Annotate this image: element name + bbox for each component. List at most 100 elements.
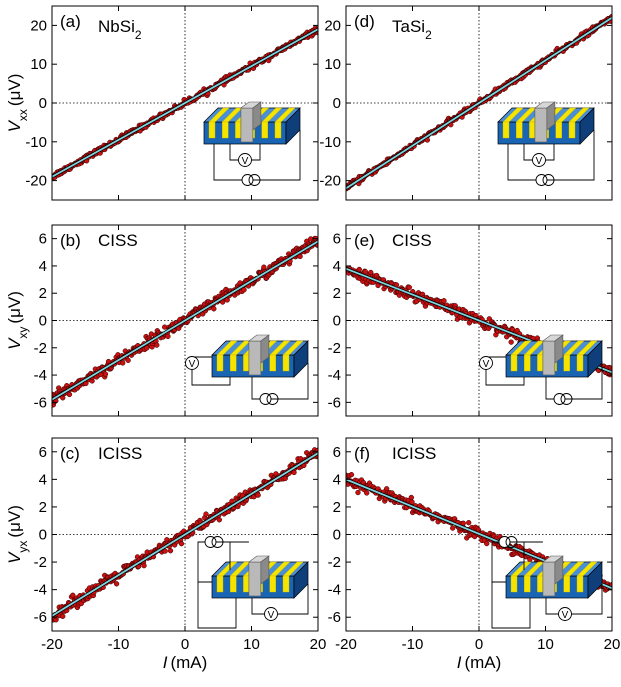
data-points [346, 13, 612, 192]
y-axis-title-unit: (μV) [5, 505, 24, 537]
y-tick-label: 4 [333, 471, 341, 488]
x-axis-title: I (mA) [457, 653, 502, 672]
data-point [406, 284, 412, 291]
y-tick-label: -20 [25, 173, 47, 190]
y-tick-label: 2 [39, 499, 47, 516]
voltmeter-label: V [268, 610, 275, 621]
data-point [255, 492, 261, 498]
data-point [508, 339, 514, 345]
material-label-main: TaSi [392, 17, 425, 36]
material-label: NbSi2 [98, 17, 142, 42]
voltmeter-icon [532, 153, 546, 167]
wire-current [213, 130, 301, 181]
y-axis-title-main: V [5, 551, 24, 564]
current-source-icon [259, 393, 272, 405]
data-point [120, 360, 126, 366]
current-source-icon [553, 393, 566, 405]
data-point [364, 490, 370, 496]
voltmeter-label: V [536, 156, 543, 167]
x-tick-label: -20 [335, 636, 357, 653]
device-stripe-front [524, 575, 531, 593]
y-tick-label: -4 [328, 582, 341, 599]
current-source-icon [535, 174, 548, 186]
device-block-side [260, 334, 270, 364]
material-label-main: CISS [392, 231, 432, 250]
y-tick-label: 4 [39, 258, 47, 275]
y-tick-label: 6 [333, 231, 341, 248]
device-stripe-front [282, 575, 290, 593]
current-source-icon [560, 393, 573, 405]
y-tick-label: -2 [34, 340, 47, 357]
x-axis-title: I (mA) [163, 653, 208, 672]
material-label: CISS [98, 231, 138, 250]
inset-device-schematic: V [197, 536, 309, 629]
data-point [211, 306, 217, 312]
data-point [165, 333, 171, 340]
current-source-icon [211, 536, 224, 548]
y-tick-label: -20 [319, 173, 341, 190]
device-stripe-front [216, 354, 224, 372]
inset-device-schematic: V [491, 536, 603, 629]
voltmeter-icon [238, 153, 252, 167]
y-axis-title: Vyx (μV) [5, 505, 30, 564]
y-tick-label: 4 [333, 258, 341, 275]
data-point [162, 548, 168, 554]
data-point [460, 520, 466, 526]
fit-line [52, 452, 318, 617]
wire-voltage [197, 582, 237, 629]
device-block-side [554, 555, 564, 585]
y-tick-label: 2 [333, 285, 341, 302]
device-stripe-front [221, 121, 229, 139]
data-point [229, 498, 235, 504]
fit-line [52, 240, 318, 401]
fit-line [346, 16, 612, 190]
y-tick-label: -4 [34, 367, 47, 384]
y-tick-label: 0 [39, 95, 47, 112]
wire-current [251, 363, 309, 400]
voltmeter-label: V [483, 359, 490, 370]
material-label: ICISS [392, 444, 436, 463]
device-stripe-front [216, 575, 224, 593]
device-block-front [534, 107, 548, 143]
wire-voltage [485, 356, 525, 386]
device-stripe-front [229, 354, 237, 372]
panel-label: (e) [354, 231, 375, 250]
device-stripe-front [208, 121, 216, 139]
y-axis-title-main: V [5, 337, 24, 350]
y-axis-title-unit: (μV) [5, 74, 24, 106]
device-block-front [248, 561, 262, 597]
data-point [409, 499, 415, 505]
inset-device-schematic: V [203, 101, 301, 186]
y-tick-label: 20 [30, 17, 47, 34]
y-axis-title-sub: xy [16, 327, 30, 339]
voltmeter-label: V [562, 610, 569, 621]
panel-b: -6 -4 -2 0 2 4 6 (b) CISS Vxy (μV) V [5, 224, 319, 417]
x-tick-label: 20 [604, 636, 621, 653]
material-label-sub: 2 [425, 28, 432, 42]
device-block-side [554, 334, 564, 364]
wire-voltage [191, 356, 231, 386]
y-tick-label: 2 [333, 499, 341, 516]
y-axis-title-sub: yx [16, 541, 30, 553]
y-tick-label: 0 [333, 95, 341, 112]
data-point [113, 581, 120, 587]
y-tick-label: -4 [34, 582, 47, 599]
data-point [362, 268, 368, 275]
data-point [484, 540, 490, 547]
y-tick-label: -2 [328, 340, 341, 357]
x-tick-label: 10 [243, 636, 260, 653]
material-label: ICISS [98, 444, 142, 463]
device-stripe-front [529, 121, 536, 139]
material-label: CISS [392, 231, 432, 250]
device-stripe-front [229, 575, 237, 593]
data-point [70, 592, 76, 598]
data-point [466, 520, 472, 526]
device-stripe-front [269, 354, 276, 372]
device-stripe-front [510, 354, 518, 372]
wire-current [545, 363, 603, 400]
data-point [178, 541, 185, 547]
current-source-icon [542, 174, 555, 186]
y-tick-label: -6 [34, 394, 47, 411]
data-point [348, 472, 355, 478]
